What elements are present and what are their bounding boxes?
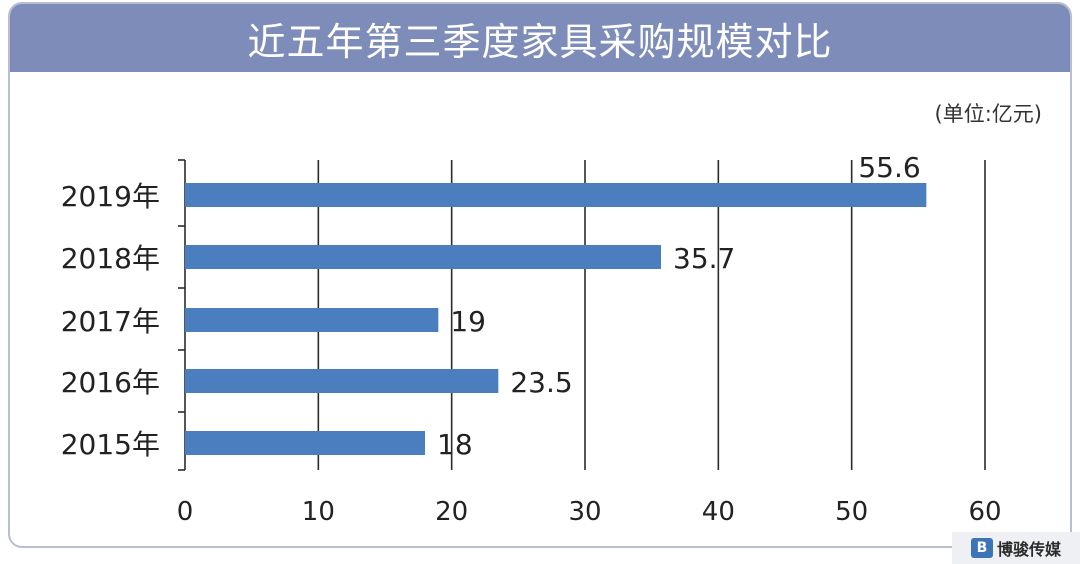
chart-header: 近五年第三季度家具采购规模对比 bbox=[10, 4, 1070, 72]
x-tick-label: 60 bbox=[968, 497, 1001, 527]
x-tick-label: 20 bbox=[435, 497, 468, 527]
category-label: 2017年 bbox=[61, 305, 160, 338]
category-label: 2018年 bbox=[61, 242, 160, 275]
logo-icon: B bbox=[970, 538, 993, 558]
x-tick-label: 10 bbox=[302, 497, 335, 527]
bar bbox=[185, 245, 661, 269]
value-label: 19 bbox=[450, 305, 486, 338]
value-label: 23.5 bbox=[510, 366, 572, 399]
unit-label: (单位:亿元) bbox=[934, 102, 1042, 126]
bar bbox=[185, 308, 439, 332]
x-tick-label: 40 bbox=[702, 497, 735, 527]
bar bbox=[185, 183, 927, 207]
value-label: 35.7 bbox=[673, 242, 735, 275]
category-label: 2019年 bbox=[61, 180, 160, 213]
chart-title: 近五年第三季度家具采购规模对比 bbox=[247, 19, 833, 64]
value-label: 55.6 bbox=[858, 151, 920, 184]
x-tick-label: 50 bbox=[835, 497, 868, 527]
watermark-text: 博骏传媒 bbox=[996, 540, 1061, 559]
watermark: B 博骏传媒 bbox=[952, 532, 1080, 564]
category-label: 2015年 bbox=[61, 428, 160, 461]
category-label: 2016年 bbox=[61, 366, 160, 399]
x-tick-label: 0 bbox=[177, 497, 194, 527]
x-tick-label: 30 bbox=[568, 497, 601, 527]
value-label: 18 bbox=[437, 428, 473, 461]
bar bbox=[185, 369, 499, 393]
bar bbox=[185, 431, 425, 455]
